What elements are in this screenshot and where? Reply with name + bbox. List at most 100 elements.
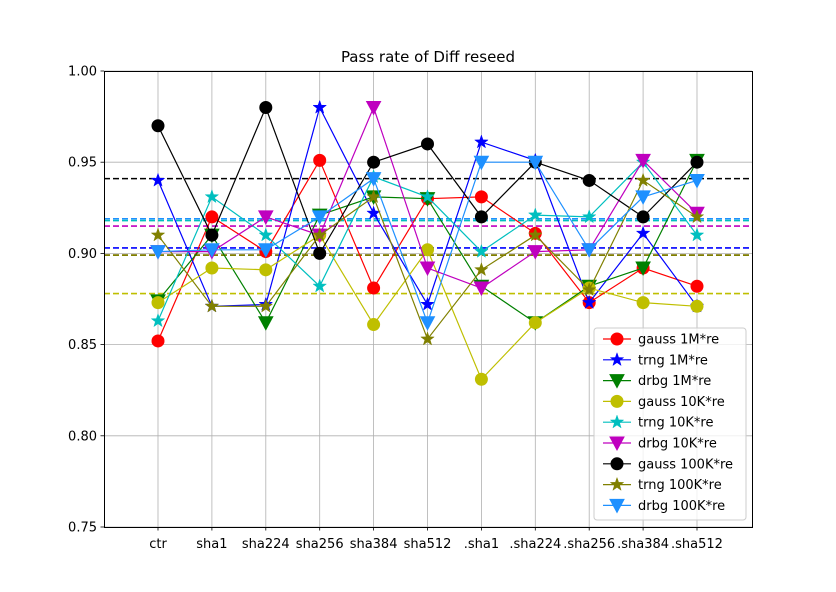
data-point [312,278,328,293]
data-point [204,189,220,204]
x-tick-label: sha1 [196,537,227,552]
legend-label: trng 10K*re [638,416,713,431]
legend-item: gauss 10K*re [603,394,725,410]
series-drbg-100k-re [150,155,705,331]
data-point [527,227,543,242]
x-tick-label: .sha1 [464,537,499,552]
data-point [421,137,434,151]
data-point [259,263,273,277]
legend-marker [609,414,625,429]
data-point [313,153,327,167]
data-point [258,227,274,242]
data-point [636,210,650,224]
data-point [367,281,381,295]
data-point [689,227,705,242]
x-tick-label: .sha512 [671,537,723,552]
legend-item: drbg 10K*re [603,436,717,452]
data-point [204,243,220,258]
x-tick-label: .sha384 [617,537,669,552]
data-point [528,316,542,330]
data-point [151,334,165,348]
data-point [690,155,704,169]
legend-marker [610,394,624,408]
x-tick-label: ctr [149,537,167,552]
data-point [689,173,705,189]
data-point [311,210,328,225]
data-point [151,119,165,133]
y-tick-label: 0.75 [68,521,97,536]
legend-marker [609,498,625,514]
data-point [419,261,436,277]
data-point [527,245,544,260]
legend: gauss 1M*re trng 1M*re drbg 1M*re gauss 10K… [593,327,747,521]
x-tick-label: .sha256 [563,537,615,552]
data-point [259,100,273,114]
plot-frame [104,71,753,528]
data-point [635,261,651,277]
data-point [365,100,382,116]
data-point [366,189,381,204]
data-point [150,172,166,187]
x-tick-label: sha224 [242,537,290,552]
data-point [690,279,704,293]
chart-title: Pass rate of Diff reseed [341,48,515,66]
data-point [367,318,381,332]
legend-item: trng 10K*re [603,414,713,431]
x-tick-label: sha384 [350,537,398,552]
legend-item: gauss 1M*re [603,332,719,348]
y-tick-label: 0.85 [68,338,97,353]
data-point [420,331,435,346]
legend-label: drbg 10K*re [638,437,717,452]
x-tick-label: sha256 [296,537,344,552]
legend-item: drbg 100K*re [603,498,725,514]
data-point [527,155,544,171]
x-axis: ctr sha1 sha224 sha256 sha384 sha512 .sha1 .sha… [149,527,723,552]
legend-marker [609,436,625,452]
legend-item: drbg 1M*re [603,374,711,389]
data-point [474,134,489,149]
data-point [257,243,274,258]
legend-label: trng 1M*re [638,353,708,368]
legend-item: trng 100K*re [603,476,722,493]
data-point [150,313,166,328]
series-group [150,99,705,386]
legend-label: trng 100K*re [638,478,722,493]
data-point [581,209,597,224]
data-point [365,172,382,187]
data-point [258,298,274,313]
data-point [474,210,488,224]
data-point [312,99,328,114]
data-point [150,227,166,242]
data-point [690,299,704,313]
data-point [420,189,435,204]
legend-marker [609,352,625,367]
data-point [635,225,651,240]
y-axis: 0.75 0.80 0.85 0.90 0.95 1.00 [68,65,104,536]
data-point [257,316,274,331]
y-tick-label: 0.90 [68,247,97,262]
legend-label: gauss 1M*re [638,333,719,348]
y-tick-label: 0.80 [68,429,97,444]
series-trng-100k-re [150,172,705,346]
data-point [527,207,543,222]
data-point [581,294,597,309]
data-point [582,173,596,187]
legend-item: gauss 100K*re [603,457,733,472]
data-point [204,298,220,313]
data-point [635,172,651,187]
data-point [205,261,219,275]
data-point [205,210,219,224]
data-point [581,282,597,297]
legend-marker [609,476,625,491]
data-point [257,210,274,225]
data-point [689,209,705,224]
y-tick-label: 1.00 [68,65,97,80]
legend-box [593,327,747,521]
data-point [474,190,488,204]
data-point [474,372,488,386]
x-tick-label: .sha224 [509,537,561,552]
legend-item: trng 1M*re [603,352,708,368]
data-point [419,316,436,331]
data-point [635,153,651,169]
